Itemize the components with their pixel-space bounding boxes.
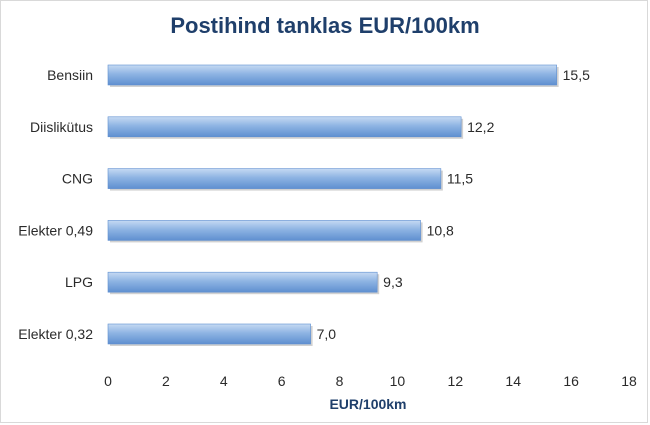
category-label-3: Elekter 0,49	[18, 222, 93, 238]
chart-title: Postihind tanklas EUR/100km	[170, 13, 479, 38]
value-label-4: 9,3	[383, 274, 403, 290]
x-tick-7: 14	[505, 373, 521, 389]
category-label-1: Diislikütus	[30, 119, 93, 135]
bar-2	[107, 168, 442, 189]
category-label-5: Elekter 0,32	[18, 326, 93, 342]
value-label-2: 11,5	[447, 171, 473, 187]
x-tick-2: 4	[220, 373, 228, 389]
bar-0	[107, 64, 557, 86]
x-tick-3: 6	[278, 373, 286, 389]
value-label-3: 10,8	[427, 222, 454, 238]
category-label-0: Bensiin	[47, 67, 93, 83]
category-label-4: LPG	[65, 274, 93, 290]
bar-4	[107, 271, 378, 293]
bar-1	[107, 116, 462, 138]
x-tick-4: 8	[336, 373, 344, 389]
x-axis-title: EUR/100km	[329, 396, 406, 412]
x-tick-9: 18	[621, 373, 637, 389]
value-label-5: 7,0	[317, 326, 337, 342]
bar-5	[107, 323, 311, 345]
x-tick-labels: 0 2 4 6 8 10 12 14 16 18	[104, 373, 637, 389]
x-tick-8: 16	[563, 373, 579, 389]
category-label-2: CNG	[62, 171, 93, 187]
x-tick-5: 10	[390, 373, 406, 389]
x-tick-1: 2	[162, 373, 170, 389]
bar-3	[107, 220, 421, 241]
category-labels: Bensiin Diislikütus CNG Elekter 0,49 LPG Elek…	[18, 67, 93, 342]
value-label-0: 15,5	[563, 67, 590, 83]
bars-group	[107, 64, 559, 346]
x-tick-6: 12	[448, 373, 464, 389]
value-labels: 15,5 12,2 11,5 10,8 9,3 7,0	[317, 67, 590, 342]
x-tick-0: 0	[104, 373, 112, 389]
value-label-1: 12,2	[467, 119, 494, 135]
